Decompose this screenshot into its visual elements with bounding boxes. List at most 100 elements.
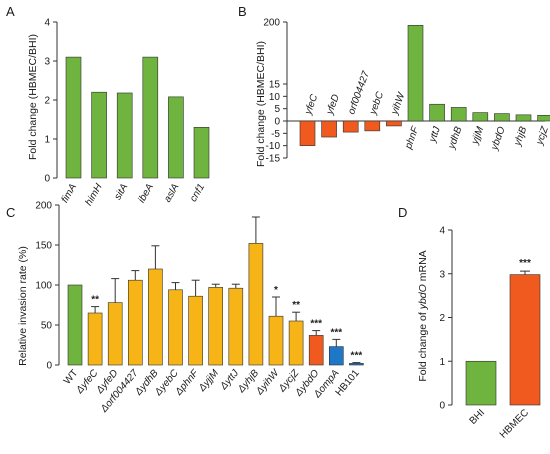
panel-b-ylabel: Fold change (HBMEC/BHI) xyxy=(255,41,267,167)
panel-c-category-label: ΔyfeC xyxy=(74,367,101,396)
panel-c-significance: *** xyxy=(310,319,322,330)
panel-b-category-label: yfeD xyxy=(324,93,342,117)
panel-b-y-tick-label: 0 xyxy=(274,117,280,128)
panel-c-category-label: ΔphnF xyxy=(173,367,202,398)
panel-d-chart: 0 1 2 3 4 BHI *** HBMEC xyxy=(439,226,541,441)
panel-a-bar xyxy=(65,56,82,179)
panel-b-bar xyxy=(299,120,316,146)
panel-c-significance: ** xyxy=(292,300,300,311)
panel-d-y-tick-label: 0 xyxy=(439,401,445,412)
panel-a-bar xyxy=(168,96,184,179)
panel-letter-c: C xyxy=(6,205,15,220)
panel-c-bar xyxy=(349,363,364,366)
panel-b-bar xyxy=(494,113,510,122)
panel-d-y-tick-label: 4 xyxy=(439,226,445,237)
panel-a-y-tick-label: 3 xyxy=(44,57,50,68)
panel-c-category-label: ΔyihW xyxy=(254,367,283,398)
panel-b-bar xyxy=(386,120,402,127)
panel-c-y-tick-label: 200 xyxy=(35,201,52,212)
panel-b-category-label: yebC xyxy=(367,90,386,117)
panel-b-category-label: phnF xyxy=(403,124,422,151)
panel-c-bar xyxy=(188,295,203,366)
panel-c-significance: *** xyxy=(330,327,342,338)
panel-a-bar xyxy=(142,56,159,179)
panel-b-y-tick-label: -15 xyxy=(266,154,281,165)
panel-b-bar xyxy=(342,120,359,133)
panel-d-bar xyxy=(465,360,497,406)
panel-b-category-label: yfeC xyxy=(303,92,321,117)
panel-a-category-label: cnf1 xyxy=(188,182,207,204)
panel-a-y-tick-label: 1 xyxy=(44,135,50,146)
panel-d-y-tick-label: 2 xyxy=(439,313,445,324)
panel-c-significance: ** xyxy=(91,295,99,306)
panel-b-category-label: ybdO xyxy=(489,125,508,152)
panel-a-category-label: himH xyxy=(83,181,105,207)
panel-a-bar xyxy=(116,92,133,179)
panel-a-category-label: sitA xyxy=(112,182,130,202)
panel-b-category-label: ydhB xyxy=(446,125,465,151)
panel-c-bar xyxy=(128,279,143,366)
panel-c-y-tick-label: 0 xyxy=(46,361,52,372)
panel-b-y-tick-label: 15 xyxy=(269,80,281,91)
panel-b-category-label: yttJ xyxy=(427,124,443,144)
panel-b-bar xyxy=(472,112,489,122)
panel-b-bar xyxy=(429,103,445,122)
panel-a-ylabel: Fold change (HBMEC/BHI) xyxy=(27,34,39,160)
panel-a-category-label: aslA xyxy=(162,182,181,205)
panel-a-chart: 0 1 2 3 4 fimA himH sitA ibeA aslA cnf1 xyxy=(44,18,210,208)
panel-b-bar xyxy=(321,120,337,138)
panel-d-significance: *** xyxy=(519,258,531,269)
panel-letter-b: B xyxy=(238,4,247,19)
panel-b-y-tick-label: 10 xyxy=(269,92,281,103)
panel-c-bar xyxy=(168,289,183,366)
panel-c-significance: * xyxy=(274,285,278,296)
panel-c-y-tick-label: 100 xyxy=(35,281,52,292)
panel-d-y-tick-label: 1 xyxy=(439,357,445,368)
panel-c-bar xyxy=(328,346,344,366)
panel-c-bar xyxy=(208,287,223,366)
panel-b-category-label: yihW xyxy=(389,90,408,117)
panel-c-bar xyxy=(148,268,163,366)
panel-b-y-tick-label: 5 xyxy=(274,104,280,115)
panel-d-y-tick-label: 3 xyxy=(439,269,445,280)
panel-c-bar xyxy=(228,287,244,366)
panel-b-category-label: ycjZ xyxy=(534,124,550,147)
panel-letter-d: D xyxy=(398,205,407,220)
panel-c-chart: 050100150200WT**ΔyfeCΔyfeDΔorf004427Δydh… xyxy=(35,201,364,415)
panel-b-y-tick-label: -10 xyxy=(266,141,281,152)
panel-c-bar xyxy=(107,302,123,366)
panel-b-bar xyxy=(515,114,532,122)
panel-c-bar xyxy=(87,312,103,366)
panel-c-bar xyxy=(308,335,324,366)
panel-c-y-tick-label: 150 xyxy=(35,241,52,252)
panel-b-y-tick-label: -5 xyxy=(271,129,280,140)
panel-a-category-label: fimA xyxy=(60,182,80,205)
panel-a-y-tick-label: 2 xyxy=(44,96,50,107)
panel-c-y-tick-label: 50 xyxy=(41,321,53,332)
panel-a-bar xyxy=(91,91,107,179)
panel-c-category-label: ΔyjjM xyxy=(196,367,221,394)
panel-c-bar xyxy=(288,320,304,366)
panel-d-bar xyxy=(509,274,541,406)
panel-b-category-label: yhjB xyxy=(512,125,529,148)
panel-b-category-label: yjjM xyxy=(469,125,486,147)
panel-d-category-label: BHI xyxy=(468,407,488,427)
panel-c-ylabel: Relative invasion rate (%) xyxy=(17,246,29,366)
panel-c-bar xyxy=(67,284,83,366)
panel-d-ylabel: Fold change of ybdO mRNA xyxy=(417,250,429,381)
panel-b-bar xyxy=(407,24,424,122)
panel-a-category-label: ibeA xyxy=(136,182,156,205)
panel-a-bar xyxy=(193,127,210,179)
panel-b-bar xyxy=(364,120,381,132)
panel-c-bar xyxy=(248,243,264,366)
panel-c-bar xyxy=(268,315,284,366)
panel-d-category-label: HBMEC xyxy=(498,407,531,440)
panel-a-y-tick-label: 0 xyxy=(44,174,50,185)
panel-b-bar xyxy=(450,107,467,122)
panel-c-significance: *** xyxy=(351,351,363,362)
panel-letter-a: A xyxy=(6,4,15,19)
panel-b-y-tick-label: 200 xyxy=(263,18,280,29)
panel-a-y-tick-label: 4 xyxy=(44,18,50,29)
